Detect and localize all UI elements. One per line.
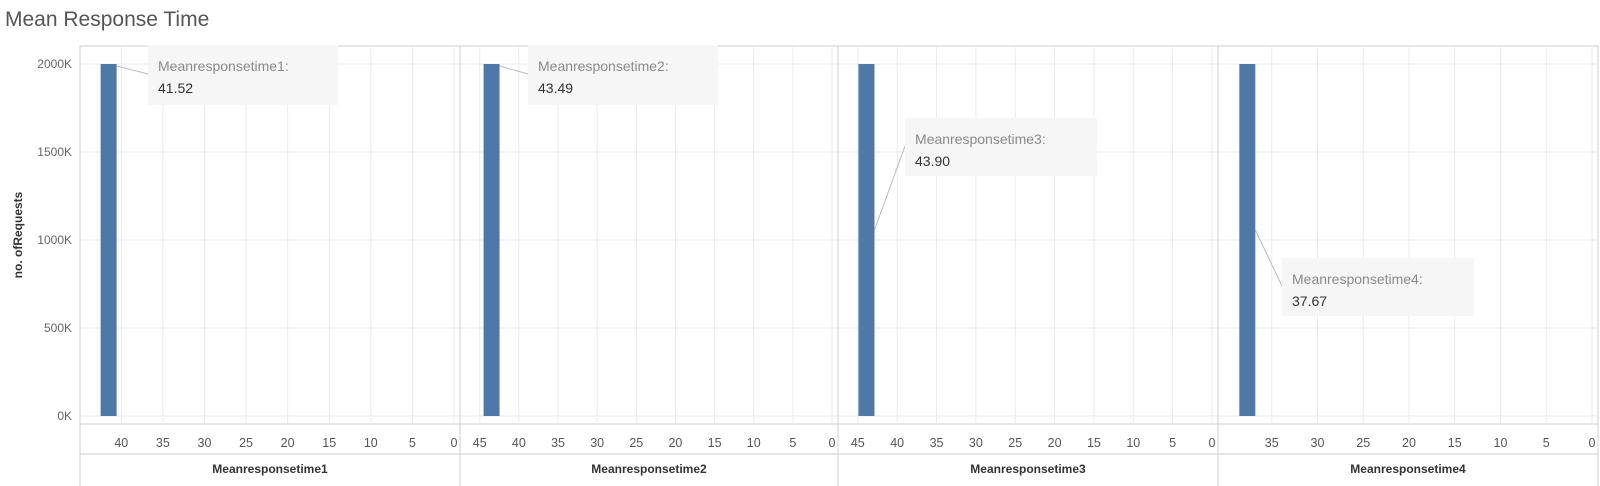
- x-tick-label: 25: [1008, 436, 1022, 450]
- y-tick-label: 500K: [44, 321, 72, 335]
- x-tick-label: 35: [1265, 436, 1279, 450]
- x-tick-label: 20: [1402, 436, 1416, 450]
- x-tick-label: 25: [629, 436, 643, 450]
- annotation-leader: [116, 65, 149, 75]
- x-axis-label: Meanresponsetime1: [212, 462, 328, 476]
- x-tick-label: 10: [364, 436, 378, 450]
- bar: [1239, 64, 1256, 416]
- x-tick-label: 45: [851, 436, 865, 450]
- x-tick-label: 20: [1048, 436, 1062, 450]
- x-tick-label: 40: [114, 436, 128, 450]
- y-tick-label: 0K: [57, 409, 72, 423]
- x-tick-label: 25: [239, 436, 253, 450]
- x-tick-label: 40: [890, 436, 904, 450]
- annotation-value: 43.49: [538, 80, 573, 96]
- x-axis-label: Meanresponsetime3: [970, 462, 1086, 476]
- annotation-value: 37.67: [1292, 293, 1327, 309]
- x-tick-label: 35: [156, 436, 170, 450]
- annotation-leader: [1254, 229, 1283, 287]
- x-tick-label: 30: [590, 436, 604, 450]
- y-axis-label: no. ofRequests: [11, 191, 25, 278]
- annotation-name: Meanresponsetime2:: [538, 58, 669, 74]
- x-axis-label: Meanresponsetime4: [1350, 462, 1466, 476]
- y-tick-label: 1500K: [37, 145, 72, 159]
- annotation-value: 41.52: [158, 80, 193, 96]
- annotation-value: 43.90: [915, 153, 950, 169]
- bar: [100, 64, 117, 416]
- annotation-name: Meanresponsetime4:: [1292, 271, 1423, 287]
- annotation-box: [148, 45, 338, 105]
- x-tick-label: 5: [1543, 436, 1550, 450]
- panel-frame: [1217, 45, 1599, 425]
- y-tick-label: 2000K: [37, 57, 72, 71]
- x-tick-label: 0: [829, 436, 836, 450]
- x-tick-label: 10: [1126, 436, 1140, 450]
- x-tick-label: 20: [668, 436, 682, 450]
- annotation-box: [528, 45, 718, 105]
- x-tick-label: 35: [551, 436, 565, 450]
- x-tick-label: 10: [1494, 436, 1508, 450]
- chart-title: Mean Response Time: [5, 8, 210, 31]
- annotation-box: [905, 118, 1097, 176]
- x-tick-label: 10: [747, 436, 761, 450]
- x-tick-label: 5: [789, 436, 796, 450]
- x-tick-label: 30: [198, 436, 212, 450]
- annotation-leader: [873, 145, 906, 231]
- x-tick-label: 15: [1087, 436, 1101, 450]
- x-tick-label: 20: [281, 436, 295, 450]
- annotation-name: Meanresponsetime3:: [915, 131, 1046, 147]
- x-tick-label: 25: [1356, 436, 1370, 450]
- x-tick-label: 0: [451, 436, 458, 450]
- annotation-leader: [499, 65, 529, 75]
- x-tick-label: 0: [1589, 436, 1596, 450]
- y-tick-label: 1000K: [37, 233, 72, 247]
- x-tick-label: 5: [1169, 436, 1176, 450]
- bar: [858, 64, 875, 416]
- x-tick-label: 40: [512, 436, 526, 450]
- x-tick-label: 0: [1209, 436, 1216, 450]
- x-tick-label: 45: [473, 436, 487, 450]
- annotation-name: Meanresponsetime1:: [158, 58, 289, 74]
- x-tick-label: 15: [708, 436, 722, 450]
- x-tick-label: 30: [969, 436, 983, 450]
- annotation-box: [1282, 258, 1474, 316]
- x-tick-label: 15: [1448, 436, 1462, 450]
- x-tick-label: 35: [930, 436, 944, 450]
- bar: [483, 64, 500, 416]
- x-tick-label: 30: [1311, 436, 1325, 450]
- x-tick-label: 15: [322, 436, 336, 450]
- x-tick-label: 5: [409, 436, 416, 450]
- x-axis-label: Meanresponsetime2: [591, 462, 707, 476]
- panel-frame: [837, 45, 1219, 425]
